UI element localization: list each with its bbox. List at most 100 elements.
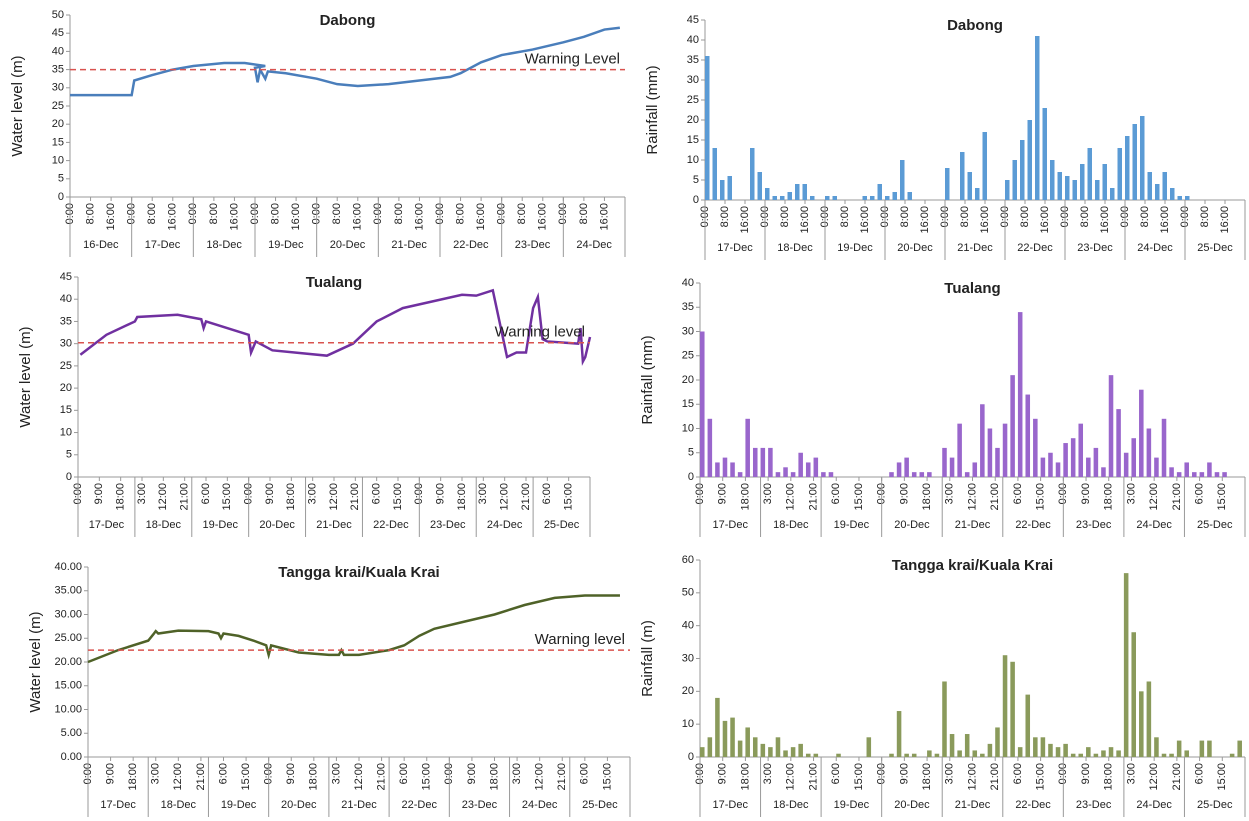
rain-bar [783,750,788,757]
x-tick-label: 16:00 [105,203,117,231]
rain-bar [1117,148,1122,200]
x-tick-label: 15:00 [1035,763,1047,791]
y-tick-label: 15 [60,404,72,416]
x-tick-label: 6:00 [1193,763,1205,784]
x-tick-label: 6:00 [541,483,553,504]
x-group-label: 22-Dec [373,519,409,531]
x-group-label: 24-Dec [576,239,612,251]
rain-bar [975,188,980,200]
x-tick-label: 21:00 [1171,483,1183,511]
x-tick-label: 15:00 [421,763,433,791]
y-axis-title: Rainfall (mm) [639,335,656,424]
y-tick-label: 35 [687,54,699,66]
rain-bar [1162,172,1167,200]
rain-bar [972,750,978,757]
x-tick-label: 15:00 [1216,763,1228,791]
x-tick-label: 3:00 [762,763,774,784]
rain-bar [1002,423,1008,477]
rain-bar [1035,36,1040,200]
x-tick-label: 12:00 [157,483,169,511]
x-tick-label: 18:00 [739,763,751,791]
rain-bar [1161,418,1167,477]
rain-bar [752,447,758,477]
x-tick-label: 8:00 [1079,206,1091,227]
y-tick-label: 50 [682,587,694,599]
x-tick-label: 6:00 [398,763,410,784]
x-tick-label: 9:00 [898,483,910,504]
rain-bar [896,462,902,477]
y-tick-label: 5 [66,449,72,461]
x-tick-label: 21:00 [195,763,207,791]
y-tick-label: 10.00 [54,703,82,715]
rain-bar [737,472,743,477]
x-group-label: 16-Dec [83,239,119,251]
x-tick-label: 8:00 [146,203,158,224]
x-tick-label: 18:00 [456,483,468,511]
rain-bar [1108,747,1114,757]
rain-bar [1065,176,1070,200]
rain-bar [1101,467,1106,477]
rain-bar [870,196,875,200]
x-tick-label: 18:00 [308,763,320,791]
rain-bar [825,196,830,200]
rain-bar [980,753,985,757]
x-tick-label: 21:00 [1171,763,1183,791]
rain-bar [927,472,932,477]
x-tick-label: 16:00 [290,203,302,231]
x-group-label: 22-Dec [1015,799,1051,811]
rain-bar [1116,750,1121,757]
rain-bar [927,750,932,757]
rain-bar [980,404,985,477]
rain-bar [1199,472,1205,477]
x-tick-label: 16:00 [1099,206,1111,234]
chart-title: Tualang [944,280,1000,297]
rain-bar [1012,160,1017,200]
x-tick-label: 6:00 [1193,483,1205,504]
x-group-label: 23-Dec [430,519,466,531]
rain-bar [982,132,987,200]
x-tick-label: 3:00 [1125,483,1137,504]
x-tick-label: 12:00 [1148,483,1160,511]
x-tick-label: 15:00 [240,763,252,791]
rain-bar [1176,472,1182,477]
x-group-label: 21-Dec [957,242,993,254]
x-tick-label: 8:00 [269,203,281,224]
x-tick-label: 15:00 [853,483,865,511]
x-tick-label: 6:00 [1012,483,1024,504]
rain-bar [1199,740,1205,757]
y-tick-label: 0 [66,471,72,483]
y-tick-label: 25 [682,350,694,362]
rain-bar [942,681,947,757]
x-tick-label: 9:00 [104,763,116,784]
rain-bar [911,472,917,477]
rain-bar [907,192,912,200]
x-group-label: 23-Dec [1077,242,1113,254]
x-tick-label: 8:00 [208,203,220,224]
y-tick-label: 45 [687,14,699,26]
y-tick-label: 60 [682,554,694,566]
rain-bar [877,184,882,200]
x-tick-label: 9:00 [93,483,105,504]
rain-bar [768,747,773,757]
rain-bar [957,423,962,477]
x-group-label: 19-Dec [202,519,238,531]
x-tick-label: 3:00 [1125,763,1137,784]
rain-bar [942,447,947,477]
rain-bar [949,734,955,757]
chart-title: Dabong [947,17,1003,34]
rain-bar [1123,452,1129,477]
x-tick-label: 12:00 [1148,763,1160,791]
y-tick-label: 25.00 [54,632,82,644]
y-tick-label: 20 [60,382,72,394]
rain-bar [1184,462,1189,477]
rain-bar [1020,140,1025,200]
x-group-label: 18-Dec [773,799,809,811]
x-tick-label: 8:00 [84,203,96,224]
x-tick-label: 21:00 [179,483,191,511]
rain-bar [1169,467,1174,477]
rain-bar [707,418,713,477]
rain-bar [790,747,796,757]
x-tick-label: 3:00 [330,763,342,784]
x-tick-label: 9:00 [717,763,729,784]
rain-bar [949,457,955,477]
